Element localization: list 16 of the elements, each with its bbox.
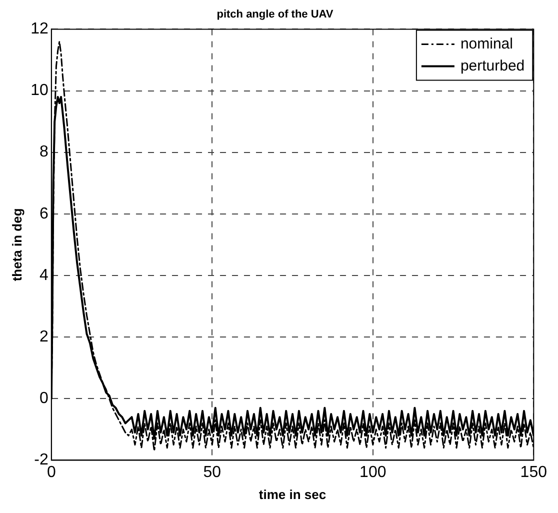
- x-tick-label: 100: [360, 464, 386, 482]
- x-tick-label: 150: [520, 464, 548, 482]
- y-tick-label: 6: [39, 205, 48, 222]
- x-axis-title: time in sec: [258, 486, 326, 502]
- y-tick-label: -2: [34, 452, 48, 469]
- legend-label: perturbed: [460, 57, 525, 74]
- chart-title: pitch angle of the UAV: [216, 8, 334, 21]
- legend-label: nominal: [460, 35, 513, 52]
- y-axis-title: theta in deg: [9, 208, 24, 282]
- y-tick-label: 10: [30, 82, 48, 100]
- x-tick-label: 50: [203, 464, 222, 482]
- y-tick-label: 0: [39, 390, 48, 408]
- y-tick-label: 8: [39, 144, 48, 161]
- y-tick-label: 2: [39, 328, 48, 346]
- y-tick-label: 4: [39, 266, 48, 284]
- y-tick-label: 12: [30, 20, 48, 38]
